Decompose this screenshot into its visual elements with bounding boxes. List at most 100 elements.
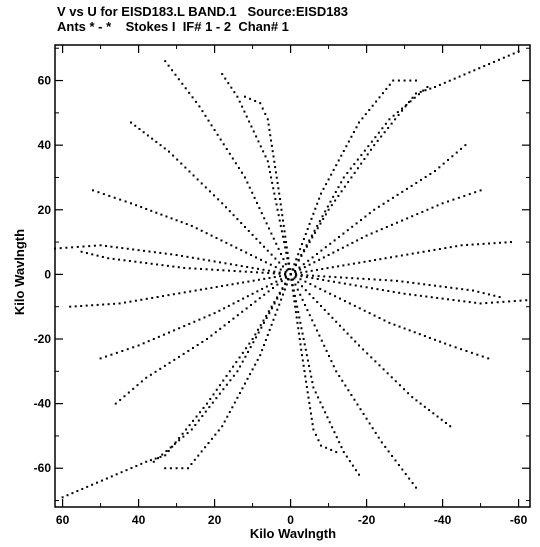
uv-point [298, 266, 301, 269]
uv-point [403, 327, 406, 330]
uv-point [250, 125, 253, 128]
uv-point [408, 329, 411, 332]
uv-point [151, 296, 154, 299]
uv-point [225, 374, 228, 377]
uv-point [240, 249, 243, 252]
uv-point [327, 312, 330, 315]
uv-point [215, 397, 218, 400]
uv-point [391, 454, 394, 457]
uv-point [401, 468, 404, 471]
uv-point [325, 183, 328, 186]
uv-point [120, 471, 123, 474]
uv-point [289, 273, 292, 276]
uv-point [460, 147, 463, 150]
uv-point [205, 232, 208, 235]
uv-point [316, 278, 319, 280]
uv-point [409, 293, 412, 296]
uv-point [330, 173, 333, 176]
uv-point [226, 284, 229, 287]
uv-point [235, 246, 238, 249]
uv-point [228, 411, 231, 414]
uv-point [215, 237, 218, 240]
uv-point [379, 278, 382, 281]
uv-point [107, 303, 110, 306]
uv-point [236, 370, 239, 373]
uv-point [422, 250, 425, 253]
uv-point [225, 206, 227, 209]
uv-point [319, 222, 322, 225]
uv-point [340, 154, 343, 157]
uv-point [118, 302, 121, 305]
uv-point [324, 213, 327, 216]
uv-point [251, 368, 254, 371]
uv-point [272, 318, 275, 321]
uv-point [334, 191, 337, 193]
uv-point [270, 253, 273, 256]
uv-point [415, 399, 418, 402]
uv-point [300, 275, 303, 278]
uv-point [343, 300, 346, 303]
uv-point [463, 194, 466, 197]
uv-point [204, 186, 207, 189]
uv-point [403, 292, 406, 295]
uv-point [335, 164, 338, 167]
uv-point [458, 75, 461, 78]
uv-point [275, 176, 278, 179]
uv-point [170, 217, 173, 220]
uv-point [419, 294, 422, 297]
uv-point [368, 312, 371, 315]
uv-point [170, 253, 173, 256]
uv-point [320, 249, 323, 252]
uv-point [115, 473, 118, 476]
y-tick-label: 0 [44, 267, 51, 281]
uv-point [314, 391, 317, 394]
uv-point [136, 384, 139, 387]
uv-point [286, 278, 289, 281]
uv-point [365, 234, 368, 237]
uv-point [311, 236, 314, 239]
uv-point [207, 119, 210, 122]
uv-point [157, 335, 160, 338]
uv-point [417, 93, 420, 96]
uv-point [324, 290, 327, 293]
uv-point [351, 277, 354, 280]
uv-point [362, 277, 365, 280]
uv-point [282, 258, 285, 261]
uv-point [200, 229, 203, 232]
uv-point [395, 255, 398, 258]
uv-point [226, 415, 229, 418]
x-tick-label: -60 [510, 513, 528, 527]
uv-point [69, 305, 72, 308]
uv-point [306, 274, 309, 277]
uv-point [294, 269, 296, 272]
uv-point [466, 288, 469, 291]
uv-point [153, 251, 156, 254]
uv-point [442, 162, 445, 165]
uv-point [255, 237, 258, 240]
uv-point [197, 257, 200, 260]
uv-point [172, 154, 175, 157]
uv-point [300, 327, 303, 330]
uv-point [221, 73, 224, 76]
uv-point [225, 241, 228, 244]
uv-point [278, 292, 281, 295]
uv-point [332, 365, 335, 368]
uv-point [194, 289, 197, 292]
uv-point [256, 201, 258, 204]
uv-point [213, 129, 216, 132]
uv-point [214, 331, 217, 334]
uv-point [207, 442, 210, 445]
uv-point [346, 229, 349, 232]
uv-point [283, 288, 286, 291]
uv-point [483, 65, 486, 68]
uv-point [228, 210, 231, 213]
uv-point [294, 305, 297, 308]
uv-point [301, 285, 303, 288]
uv-point [280, 230, 283, 233]
uv-point [304, 375, 307, 378]
uv-point [385, 226, 388, 228]
uv-point [161, 264, 164, 267]
uv-point [493, 242, 496, 245]
uv-point [286, 251, 289, 254]
uv-point [417, 251, 420, 254]
